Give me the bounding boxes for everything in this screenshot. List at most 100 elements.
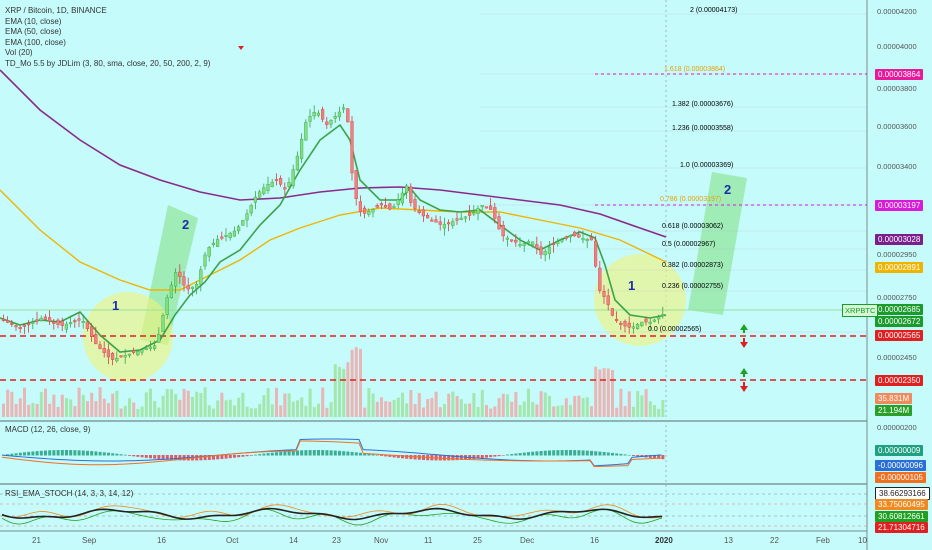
macd-histogram-bar <box>136 455 140 457</box>
volume-bar <box>123 405 127 417</box>
volume-bar <box>186 390 190 417</box>
volume-bar <box>447 393 451 417</box>
volume-bar <box>531 402 535 417</box>
candle-body <box>207 246 211 257</box>
macd-histogram-bar <box>308 450 312 456</box>
macd-histogram-bar <box>60 450 64 456</box>
macd-histogram-bar <box>258 454 262 456</box>
volume-bar <box>107 403 110 417</box>
price-tag: 0.00002685 <box>875 304 924 315</box>
macd-histogram-bar <box>86 450 89 456</box>
volume-bar <box>590 406 593 417</box>
macd-histogram-bar <box>548 450 551 456</box>
rsi-title[interactable]: RSI_EMA_STOCH (14, 3, 3, 14, 12) <box>5 489 134 498</box>
time-label: 11 <box>424 536 433 545</box>
volume-bar <box>203 387 207 417</box>
candle-body <box>35 319 39 322</box>
volume-bar <box>325 407 329 417</box>
fib-label: 0.5 (0.00002967) <box>662 241 716 248</box>
macd-histogram-bar <box>455 455 459 461</box>
rsi-tag: 21.71304716 <box>875 522 928 533</box>
macd-histogram-bar <box>560 450 564 456</box>
arrow-down-icon <box>740 338 748 348</box>
candle-body <box>144 348 148 351</box>
macd-title[interactable]: MACD (12, 26, close, 9) <box>5 425 91 434</box>
volume-bar <box>611 369 614 417</box>
volume-bar <box>518 405 522 417</box>
candle-body <box>577 234 581 238</box>
volume-bar <box>543 392 547 417</box>
candle-body <box>379 203 383 206</box>
volume-bar <box>275 387 278 417</box>
macd-histogram-bar <box>144 455 148 458</box>
price-label: 0.00003400 <box>877 162 917 171</box>
macd-histogram-bar <box>501 455 505 456</box>
candle-body <box>581 238 585 241</box>
volume-bar <box>69 399 73 417</box>
candle-body <box>220 236 224 239</box>
candle-body <box>98 344 102 349</box>
volume-bar <box>52 394 56 417</box>
volume-bar <box>165 389 169 417</box>
macd-histogram-bar <box>514 453 518 456</box>
candle-body <box>568 235 572 238</box>
volume-bar <box>65 398 68 417</box>
rsi-panel <box>0 493 867 527</box>
macd-signal-line <box>1 440 662 468</box>
fib-label: 1.618 (0.00003864) <box>664 66 726 73</box>
legend-item[interactable]: EMA (10, close) <box>5 16 62 26</box>
macd-histogram-bar <box>203 455 207 461</box>
volume-bar <box>623 406 627 417</box>
annotation-1: 1 <box>112 298 120 313</box>
candle-body <box>253 196 257 203</box>
candle-body <box>627 322 631 328</box>
candle-body <box>1 318 5 321</box>
macd-histogram-bar <box>224 455 228 459</box>
volume-bar <box>6 389 10 417</box>
volume-bar <box>468 403 472 417</box>
candle-body <box>476 208 480 214</box>
legend-item[interactable]: EMA (100, close) <box>5 37 66 47</box>
volume-bar <box>506 394 509 417</box>
fib-label: 1.382 (0.00003676) <box>672 101 734 108</box>
macd-histogram-bar <box>279 451 283 456</box>
candle-body <box>358 201 362 213</box>
macd-histogram-bar <box>329 450 333 456</box>
candle-body <box>451 221 455 226</box>
volume-bar <box>464 403 467 417</box>
volume-bar <box>350 349 354 417</box>
candle-body <box>455 218 459 221</box>
legend-item[interactable]: TD_Mo 5.5 by JDLim (3, 80, sma, close, 2… <box>5 58 211 68</box>
volume-bar <box>18 398 22 417</box>
macd-histogram-bar <box>296 450 299 456</box>
candle-body <box>304 122 308 141</box>
candle-body <box>274 178 278 181</box>
volume-bar <box>14 403 18 417</box>
macd-histogram-bar <box>207 455 211 460</box>
volume-bar <box>308 388 312 417</box>
candle-body <box>552 243 556 246</box>
volume-bar <box>258 403 262 417</box>
macd-histogram-bar <box>241 455 245 457</box>
candle-body <box>127 353 131 356</box>
volume-bar <box>86 401 89 417</box>
candle-body <box>211 242 215 246</box>
candle-body <box>228 232 232 239</box>
legend-item[interactable]: EMA (50, close) <box>5 27 62 37</box>
candle-body <box>426 214 430 219</box>
macd-histogram-bar <box>380 455 383 456</box>
macd-panel <box>1 438 665 468</box>
macd-histogram-bar <box>350 451 354 456</box>
candle-body <box>371 208 375 213</box>
volume-bar <box>564 398 568 417</box>
volume-bar <box>556 405 560 417</box>
macd-histogram-bar <box>657 455 661 459</box>
price-tag: 0.00002672 <box>875 316 924 327</box>
trend-box-2-right <box>688 172 747 315</box>
volume-bar <box>560 405 564 417</box>
macd-histogram-bar <box>65 450 68 456</box>
price-label: 0.00002950 <box>877 250 917 259</box>
volume-bar <box>359 348 362 417</box>
legend-item[interactable]: Vol (20) <box>5 48 33 58</box>
